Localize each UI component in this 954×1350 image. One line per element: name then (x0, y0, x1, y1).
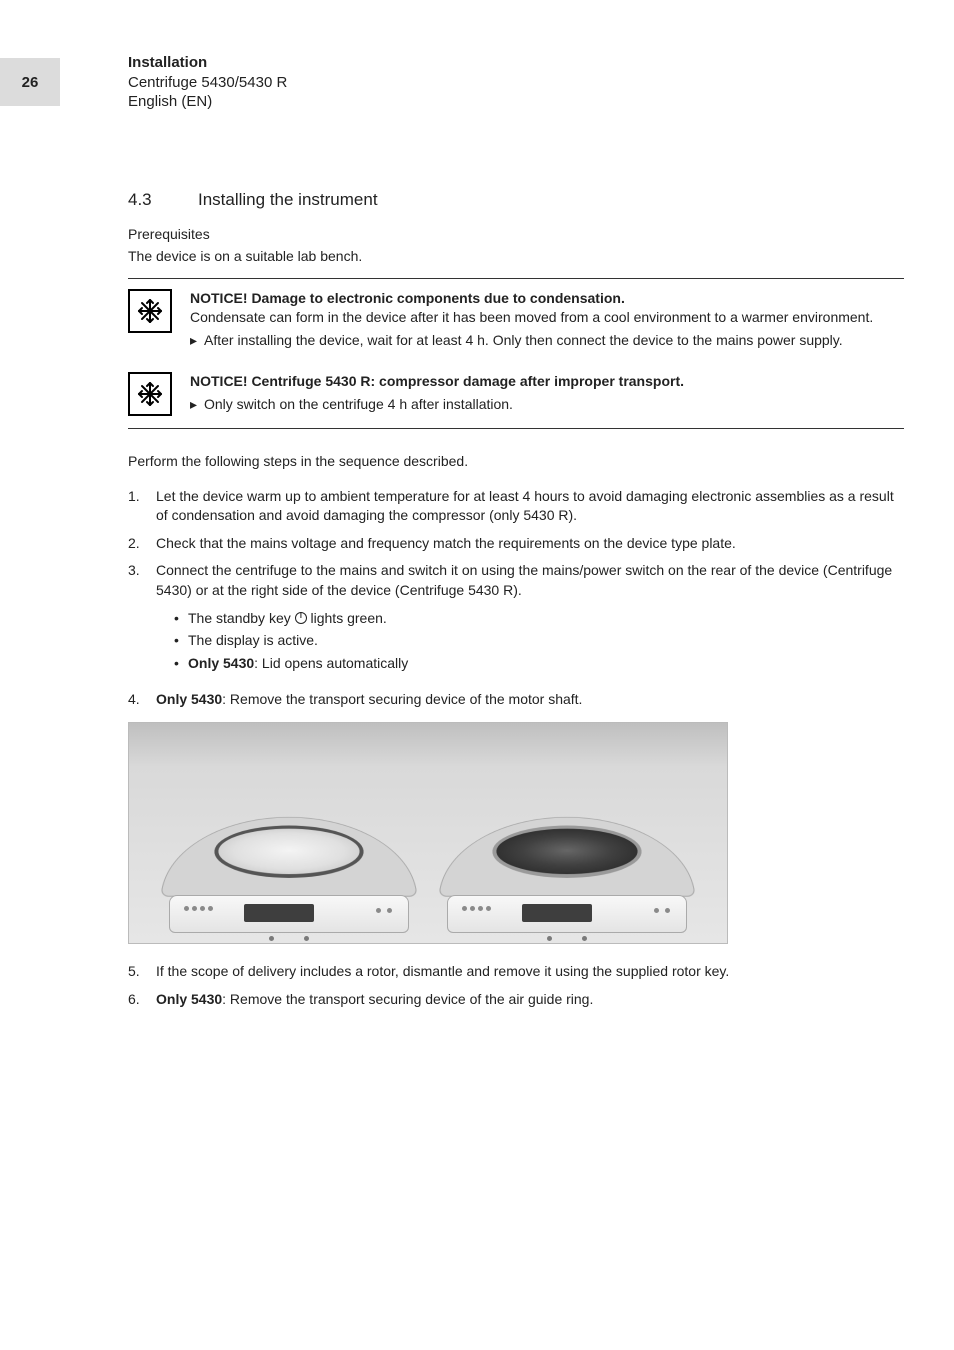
list-number: 4. (128, 690, 156, 710)
notice-text: Condensate can form in the device after … (190, 308, 873, 327)
panel-buttons (376, 908, 392, 913)
device-lid (438, 817, 696, 897)
bullet-icon: • (174, 631, 188, 651)
list-item: 1. Let the device warm up to ambient tem… (128, 487, 904, 526)
list-number: 2. (128, 534, 156, 554)
panel-buttons (654, 908, 670, 913)
device-feet (547, 936, 587, 941)
panel-screen (244, 904, 314, 922)
list-item: 3. Connect the centrifuge to the mains a… (128, 561, 904, 676)
rotor-bowl (489, 826, 645, 878)
bullet-item: • Only 5430: Lid opens automatically (174, 654, 904, 674)
list-item: 6. Only 5430: Remove the transport secur… (128, 990, 904, 1010)
section-title: Installing the instrument (198, 190, 378, 209)
panel-buttons (184, 906, 213, 911)
rotor-bowl (211, 826, 367, 878)
content-area: 4.3Installing the instrument Prerequisit… (128, 190, 904, 1017)
bullet-item: • The display is active. (174, 631, 904, 651)
bullet-icon: • (174, 609, 188, 629)
standby-icon (295, 612, 307, 624)
notice-title: NOTICE! Centrifuge 5430 R: compressor da… (190, 373, 684, 389)
device-feet (269, 936, 309, 941)
list-body: Connect the centrifuge to the mains and … (156, 561, 904, 676)
notice-bullet-text: After installing the device, wait for at… (204, 331, 873, 350)
notice-icon (128, 372, 172, 416)
page-number: 26 (22, 74, 39, 91)
ordered-list: 1. Let the device warm up to ambient tem… (128, 487, 904, 1010)
list-number: 5. (128, 962, 156, 982)
list-item: 5. If the scope of delivery includes a r… (128, 962, 904, 982)
notice-body: NOTICE! Damage to electronic components … (190, 289, 873, 350)
arrow-icon: ▸ (190, 331, 204, 350)
steps-intro: Perform the following steps in the seque… (128, 453, 904, 469)
arrow-icon: ▸ (190, 395, 204, 414)
list-text: If the scope of delivery includes a roto… (156, 962, 904, 982)
notice-compressor: NOTICE! Centrifuge 5430 R: compressor da… (128, 362, 904, 428)
notice-title: NOTICE! Damage to electronic components … (190, 290, 625, 306)
bullet-text: The display is active. (188, 631, 318, 651)
panel-screen (522, 904, 592, 922)
list-number: 1. (128, 487, 156, 526)
prerequisites-label: Prerequisites (128, 226, 904, 242)
panel-buttons (462, 906, 491, 911)
list-item: 4. Only 5430: Remove the transport secur… (128, 690, 904, 710)
section-heading: 4.3Installing the instrument (128, 190, 904, 210)
bullet-text: The standby key lights green. (188, 609, 387, 629)
list-text: Connect the centrifuge to the mains and … (156, 562, 892, 598)
header-language: English (EN) (128, 92, 287, 112)
notice-icon (128, 289, 172, 333)
device-base (169, 895, 409, 933)
sub-bullets: • The standby key lights green. • The di… (174, 609, 904, 674)
list-text: Only 5430: Remove the transport securing… (156, 990, 904, 1010)
product-photo (128, 722, 728, 944)
header-product: Centrifuge 5430/5430 R (128, 73, 287, 93)
divider (128, 428, 904, 429)
notice-bullet-text: Only switch on the centrifuge 4 h after … (204, 395, 684, 414)
notice-condensation: NOTICE! Damage to electronic components … (128, 279, 904, 362)
list-text: Check that the mains voltage and frequen… (156, 534, 904, 554)
notice-bullet: ▸ Only switch on the centrifuge 4 h afte… (190, 395, 684, 414)
list-number: 6. (128, 990, 156, 1010)
bullet-icon: • (174, 654, 188, 674)
section-number: 4.3 (128, 190, 198, 210)
bullet-text: Only 5430: Lid opens automatically (188, 654, 408, 674)
snowflake-icon (136, 297, 164, 325)
prerequisites-text: The device is on a suitable lab bench. (128, 248, 904, 264)
device-lid (160, 817, 418, 897)
device-right (447, 809, 687, 933)
page-number-box: 26 (0, 58, 60, 106)
device-base (447, 895, 687, 933)
list-text: Let the device warm up to ambient temper… (156, 487, 904, 526)
header-title: Installation (128, 53, 287, 73)
list-number: 3. (128, 561, 156, 676)
list-text: Only 5430: Remove the transport securing… (156, 690, 904, 710)
notice-body: NOTICE! Centrifuge 5430 R: compressor da… (190, 372, 684, 416)
notice-bullet: ▸ After installing the device, wait for … (190, 331, 873, 350)
device-left (169, 809, 409, 933)
page-header: Installation Centrifuge 5430/5430 R Engl… (128, 53, 287, 112)
list-item: 2. Check that the mains voltage and freq… (128, 534, 904, 554)
page: 26 Installation Centrifuge 5430/5430 R E… (0, 0, 954, 1350)
bullet-item: • The standby key lights green. (174, 609, 904, 629)
snowflake-icon (136, 380, 164, 408)
